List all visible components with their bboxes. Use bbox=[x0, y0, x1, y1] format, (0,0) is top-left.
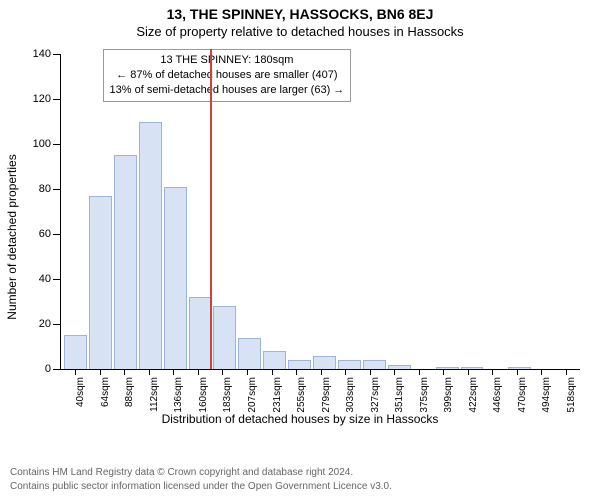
annotation-box: 13 THE SPINNEY: 180sqm ← 87% of detached… bbox=[103, 49, 352, 102]
x-tick-label: 327sqm bbox=[370, 377, 381, 413]
x-tick bbox=[124, 369, 125, 375]
x-tick-label: 255sqm bbox=[296, 377, 307, 413]
x-tick-label: 231sqm bbox=[272, 377, 283, 413]
y-axis-title: Number of detached properties bbox=[5, 154, 19, 319]
x-tick-label: 446sqm bbox=[492, 377, 503, 413]
histogram-bar bbox=[288, 360, 311, 369]
histogram-bar bbox=[64, 335, 87, 369]
x-tick bbox=[75, 369, 76, 375]
x-tick bbox=[492, 369, 493, 375]
x-tick bbox=[296, 369, 297, 375]
reference-line bbox=[210, 49, 212, 369]
y-tick-label: 120 bbox=[33, 93, 61, 105]
x-tick-label: 183sqm bbox=[222, 377, 233, 413]
x-tick-label: 64sqm bbox=[100, 377, 111, 407]
x-tick-label: 207sqm bbox=[247, 377, 258, 413]
y-tick-label: 80 bbox=[39, 183, 61, 195]
x-tick bbox=[272, 369, 273, 375]
annotation-line-1: 13 THE SPINNEY: 180sqm bbox=[110, 53, 345, 68]
footer-line-1: Contains HM Land Registry data © Crown c… bbox=[10, 466, 392, 480]
y-tick-label: 60 bbox=[39, 228, 61, 240]
x-tick bbox=[247, 369, 248, 375]
histogram-bar bbox=[238, 338, 261, 370]
x-tick-label: 494sqm bbox=[541, 377, 552, 413]
x-tick-label: 351sqm bbox=[394, 377, 405, 413]
y-tick-label: 20 bbox=[39, 318, 61, 330]
x-tick bbox=[149, 369, 150, 375]
histogram-bar bbox=[164, 187, 187, 369]
x-tick bbox=[198, 369, 199, 375]
x-tick-label: 88sqm bbox=[124, 377, 135, 407]
x-tick-label: 112sqm bbox=[149, 377, 160, 412]
x-tick bbox=[394, 369, 395, 375]
x-tick bbox=[541, 369, 542, 375]
annotation-line-3: 13% of semi-detached houses are larger (… bbox=[110, 83, 345, 98]
chart-container: Number of detached properties 40sqm64sqm… bbox=[0, 44, 600, 430]
histogram-bar bbox=[189, 297, 212, 369]
annotation-line-2: ← 87% of detached houses are smaller (40… bbox=[110, 68, 345, 83]
histogram-bar bbox=[89, 196, 112, 369]
footer-attribution: Contains HM Land Registry data © Crown c… bbox=[10, 466, 392, 494]
x-tick bbox=[419, 369, 420, 375]
x-tick-label: 470sqm bbox=[517, 377, 528, 413]
x-tick bbox=[345, 369, 346, 375]
x-tick bbox=[517, 369, 518, 375]
x-tick-label: 303sqm bbox=[345, 377, 356, 413]
x-tick-label: 160sqm bbox=[198, 377, 209, 413]
x-tick-label: 422sqm bbox=[468, 377, 479, 413]
histogram-bar bbox=[338, 360, 361, 369]
histogram-bar bbox=[313, 356, 336, 370]
y-tick-label: 140 bbox=[33, 48, 61, 60]
page-subtitle: Size of property relative to detached ho… bbox=[0, 22, 600, 39]
x-tick bbox=[321, 369, 322, 375]
x-tick bbox=[468, 369, 469, 375]
y-tick-label: 40 bbox=[39, 273, 61, 285]
x-tick bbox=[173, 369, 174, 375]
plot-area: 40sqm64sqm88sqm112sqm136sqm160sqm183sqm2… bbox=[60, 54, 580, 370]
x-tick-label: 279sqm bbox=[321, 377, 332, 413]
page-title: 13, THE SPINNEY, HASSOCKS, BN6 8EJ bbox=[0, 0, 600, 22]
x-tick bbox=[370, 369, 371, 375]
histogram-bar bbox=[263, 351, 286, 369]
y-tick-label: 100 bbox=[33, 138, 61, 150]
x-tick bbox=[443, 369, 444, 375]
footer-line-2: Contains public sector information licen… bbox=[10, 480, 392, 494]
x-tick bbox=[100, 369, 101, 375]
x-tick-label: 399sqm bbox=[443, 377, 454, 413]
x-axis-title: Distribution of detached houses by size … bbox=[0, 412, 600, 426]
x-tick bbox=[222, 369, 223, 375]
x-tick-label: 375sqm bbox=[419, 377, 430, 413]
histogram-bar bbox=[139, 122, 162, 370]
histogram-bar bbox=[363, 360, 386, 369]
x-tick bbox=[566, 369, 567, 375]
x-tick-label: 40sqm bbox=[75, 377, 86, 407]
x-tick-label: 136sqm bbox=[173, 377, 184, 413]
x-tick-label: 518sqm bbox=[566, 377, 577, 413]
histogram-bar bbox=[213, 306, 236, 369]
y-tick-label: 0 bbox=[45, 363, 61, 375]
histogram-bar bbox=[114, 155, 137, 369]
